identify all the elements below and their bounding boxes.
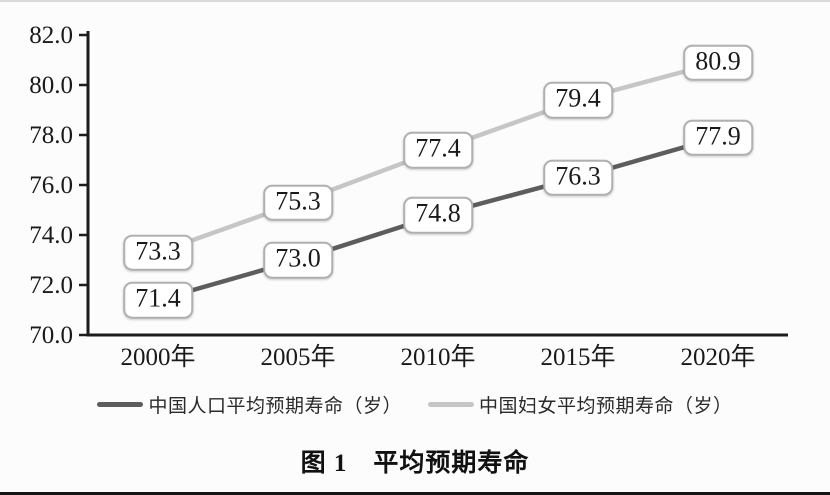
legend-label-population: 中国人口平均预期寿命（岁） bbox=[148, 396, 402, 417]
y-tick-label: 70.0 bbox=[29, 322, 73, 349]
x-tick-label: 2010年 bbox=[400, 343, 475, 371]
legend-line-swatch-population bbox=[97, 402, 144, 407]
bottom-divider-line bbox=[0, 492, 830, 495]
figure-caption: 图 1 平均预期寿命 bbox=[300, 450, 530, 477]
series-line-1 bbox=[155, 60, 721, 255]
line-chart-plot: 70.0 72.0 74.0 76.0 78.0 80.0 82.0 2000年 2005年 20… bbox=[29, 22, 788, 371]
y-tick-label: 82.0 bbox=[29, 22, 73, 49]
chart-legend: 中国人口平均预期寿命（岁） 中国妇女平均预期寿命（岁） bbox=[0, 391, 830, 418]
y-tick-label: 72.0 bbox=[29, 272, 73, 299]
series-line-0 bbox=[155, 135, 721, 303]
x-tick-label: 2020年 bbox=[680, 343, 755, 371]
x-tick-label: 2000年 bbox=[120, 343, 195, 371]
y-tick-label: 74.0 bbox=[29, 222, 73, 249]
x-tick-label: 2015年 bbox=[540, 343, 615, 371]
top-divider-line bbox=[0, 0, 830, 2]
x-tick-label: 2005年 bbox=[260, 343, 335, 371]
y-tick-label: 78.0 bbox=[29, 122, 73, 149]
legend-label-women: 中国妇女平均预期寿命（岁） bbox=[479, 396, 733, 417]
legend-item-population: 中国人口平均预期寿命（岁） bbox=[97, 391, 402, 418]
y-tick-label: 76.0 bbox=[29, 172, 73, 199]
legend-line-swatch-women bbox=[428, 402, 474, 407]
legend-item-women: 中国妇女平均预期寿命（岁） bbox=[428, 391, 733, 418]
y-tick-label: 80.0 bbox=[29, 72, 73, 99]
